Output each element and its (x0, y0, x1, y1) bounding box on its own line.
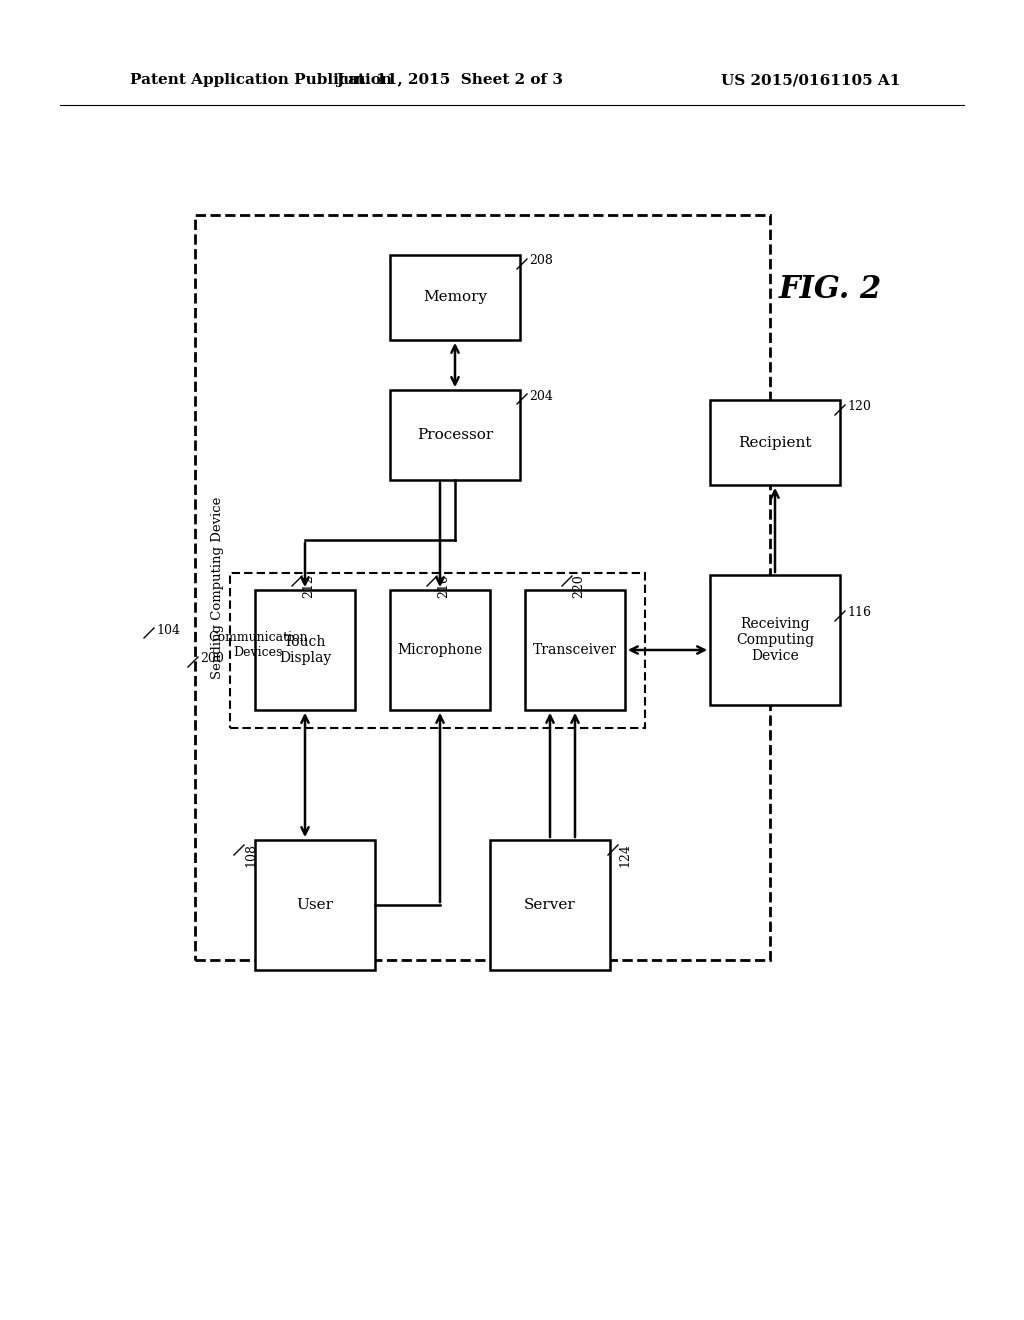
Bar (230, 573, 645, 729)
Text: Microphone: Microphone (397, 643, 482, 657)
Text: 124: 124 (618, 843, 631, 867)
Text: 116: 116 (847, 606, 871, 619)
Text: 212: 212 (302, 574, 315, 598)
Text: Sending Computing Device: Sending Computing Device (212, 496, 224, 680)
Text: Patent Application Publication: Patent Application Publication (130, 73, 392, 87)
Text: 204: 204 (529, 389, 553, 403)
Text: 120: 120 (847, 400, 870, 413)
Text: 220: 220 (572, 574, 585, 598)
Bar (255, 590, 355, 710)
Text: 104: 104 (156, 623, 180, 636)
Bar (710, 400, 840, 484)
Bar (525, 590, 625, 710)
Text: Memory: Memory (423, 290, 487, 305)
Text: US 2015/0161105 A1: US 2015/0161105 A1 (721, 73, 900, 87)
Text: Communication
Devices: Communication Devices (208, 631, 308, 659)
Bar (195, 215, 770, 960)
Bar (390, 590, 490, 710)
Text: 200: 200 (200, 652, 224, 665)
Bar (710, 576, 840, 705)
Text: 208: 208 (529, 255, 553, 268)
Text: FIG. 2: FIG. 2 (778, 275, 882, 305)
Text: 216: 216 (437, 574, 450, 598)
Text: Transceiver: Transceiver (534, 643, 617, 657)
Text: Touch
Display: Touch Display (279, 635, 331, 665)
Bar (390, 255, 520, 341)
Text: 108: 108 (244, 843, 257, 867)
Text: Server: Server (524, 898, 575, 912)
Text: Recipient: Recipient (738, 436, 812, 450)
Text: Jun. 11, 2015  Sheet 2 of 3: Jun. 11, 2015 Sheet 2 of 3 (337, 73, 563, 87)
Text: Receiving
Computing
Device: Receiving Computing Device (736, 616, 814, 663)
Text: Processor: Processor (417, 428, 494, 442)
Bar (490, 840, 610, 970)
Bar (255, 840, 375, 970)
Text: User: User (297, 898, 334, 912)
Bar (390, 389, 520, 480)
